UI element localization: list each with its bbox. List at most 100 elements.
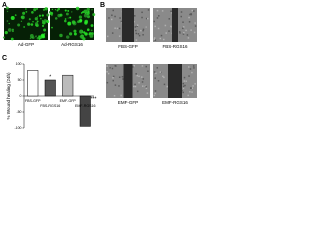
texture xyxy=(189,68,192,70)
texture xyxy=(111,32,114,34)
cell xyxy=(67,21,72,26)
cell xyxy=(75,6,80,11)
texture xyxy=(118,27,121,30)
image-label: FBS-RGS16 xyxy=(162,44,188,49)
x-tick-label: FBS-RGS16 xyxy=(40,104,60,108)
panel-label: B xyxy=(100,2,105,9)
texture xyxy=(163,83,166,86)
y-tick-label: -50 xyxy=(16,110,21,114)
texture xyxy=(187,37,190,39)
texture xyxy=(188,75,190,77)
cell xyxy=(38,38,41,40)
texture xyxy=(163,76,165,79)
texture xyxy=(191,9,194,12)
y-tick-label: 100 xyxy=(16,62,22,66)
wound-gap xyxy=(172,8,178,42)
cell xyxy=(28,18,31,21)
cell xyxy=(73,29,77,33)
texture xyxy=(110,18,113,21)
texture xyxy=(153,71,156,73)
cell xyxy=(86,11,90,15)
texture xyxy=(157,80,160,82)
texture xyxy=(158,15,160,17)
cell xyxy=(43,28,47,32)
texture xyxy=(164,24,167,27)
texture xyxy=(132,66,134,68)
cell xyxy=(77,20,80,24)
cell xyxy=(46,13,50,17)
texture xyxy=(106,35,109,38)
texture xyxy=(188,16,190,19)
cell xyxy=(46,19,50,24)
texture xyxy=(116,27,119,30)
texture xyxy=(141,16,143,19)
texture xyxy=(147,70,149,72)
cell xyxy=(83,9,88,14)
significance: *** xyxy=(91,96,97,102)
cell xyxy=(79,18,83,22)
texture xyxy=(112,9,115,12)
texture xyxy=(115,65,117,67)
cell xyxy=(10,37,14,41)
texture xyxy=(135,39,138,41)
texture xyxy=(142,28,145,31)
texture xyxy=(189,13,191,16)
texture xyxy=(141,65,144,67)
texture xyxy=(168,30,170,32)
texture xyxy=(109,67,111,69)
texture xyxy=(118,85,120,87)
texture xyxy=(156,17,159,19)
texture xyxy=(194,83,196,85)
image-label: EMF-RGS16 xyxy=(162,100,188,105)
cell xyxy=(78,15,83,19)
cell xyxy=(64,19,67,23)
texture xyxy=(112,79,115,82)
cell xyxy=(5,6,9,10)
cell xyxy=(82,37,86,41)
cell xyxy=(54,17,58,20)
wound-gap xyxy=(168,64,182,98)
cell xyxy=(41,24,45,27)
texture xyxy=(146,92,149,94)
texture xyxy=(170,25,172,28)
texture xyxy=(144,85,147,88)
texture xyxy=(189,90,191,93)
texture xyxy=(120,94,122,97)
cell xyxy=(67,9,70,12)
texture xyxy=(194,25,197,27)
cell xyxy=(69,16,72,19)
cell xyxy=(59,13,63,17)
texture xyxy=(162,75,164,78)
cell xyxy=(86,7,90,12)
cell xyxy=(84,12,87,15)
cell xyxy=(11,28,14,31)
image-label: EMF-GFP xyxy=(118,100,138,105)
figure: A B C Ad-GFP Ad-RGS16 FBS-GFP FBS-RGS16EMF-… xyxy=(2,2,197,130)
texture xyxy=(191,91,193,93)
cell xyxy=(30,23,34,26)
texture xyxy=(145,17,148,20)
cell xyxy=(36,20,39,23)
cell xyxy=(54,9,57,11)
texture xyxy=(134,83,136,86)
cell xyxy=(33,8,37,12)
texture xyxy=(170,10,172,13)
x-tick-label: FBS-GFP xyxy=(25,99,41,103)
panel-label: C xyxy=(2,55,7,62)
cell xyxy=(68,32,73,36)
bar xyxy=(27,70,39,97)
texture xyxy=(133,15,136,17)
texture xyxy=(112,76,114,79)
texture xyxy=(133,65,136,67)
texture xyxy=(191,71,193,74)
cell xyxy=(64,9,67,12)
texture xyxy=(192,65,195,67)
texture xyxy=(120,20,123,23)
cell xyxy=(71,11,73,13)
cell xyxy=(32,21,34,23)
texture xyxy=(134,85,137,88)
cell xyxy=(35,36,37,38)
cell xyxy=(92,13,96,17)
texture xyxy=(154,90,157,92)
texture xyxy=(142,78,145,80)
